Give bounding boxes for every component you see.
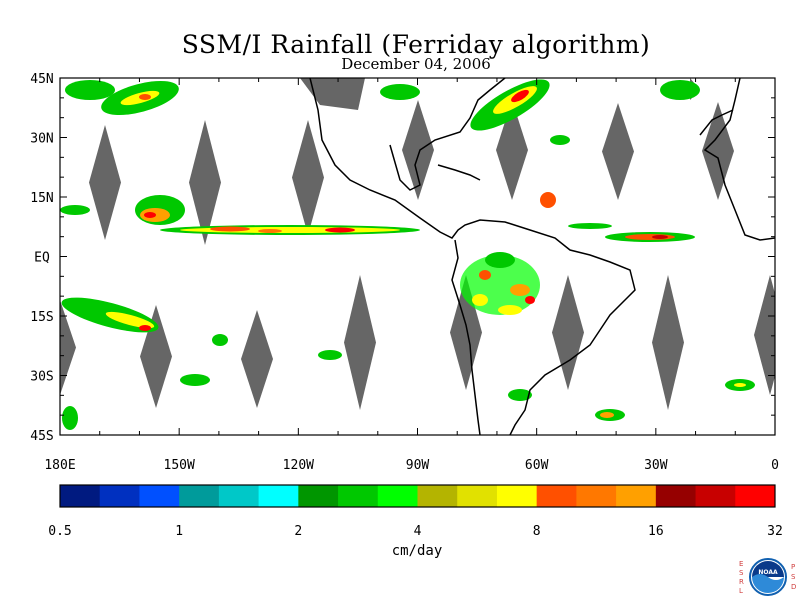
lat-label: 15N <box>30 191 53 206</box>
colorbar-tick-label: 16 <box>648 524 664 539</box>
swath-gap <box>241 310 273 408</box>
logo-letter-e: E <box>739 560 743 568</box>
colorbar-swatch <box>695 485 736 507</box>
lon-label: 90W <box>406 458 430 473</box>
swath-gaps <box>60 78 775 410</box>
colorbar-swatch <box>655 485 697 507</box>
colorbar <box>60 485 776 507</box>
lon-label: 0 <box>771 458 779 473</box>
swath-gap <box>292 120 324 235</box>
colorbar-swatch <box>417 485 458 507</box>
swath-gap <box>496 100 528 200</box>
colorbar-tick-label: 0.5 <box>48 524 71 539</box>
lon-label: 60W <box>525 458 549 473</box>
swath-gap <box>189 120 221 245</box>
logo-letter-r: R <box>739 578 744 586</box>
colorbar-swatch <box>616 485 657 507</box>
colorbar-swatch <box>496 485 538 507</box>
swath-gap <box>402 100 434 200</box>
colorbar-swatch <box>338 485 379 507</box>
colorbar-swatch <box>576 485 617 507</box>
lon-label: 150W <box>164 458 195 473</box>
colorbar-swatch <box>457 485 498 507</box>
colorbar-tick-label: 8 <box>533 524 541 539</box>
noaa-logo-icon: E S R L NOAA P S D <box>739 558 796 596</box>
lat-label: 45S <box>30 429 53 444</box>
colorbar-tick-label: 2 <box>294 524 302 539</box>
colorbar-unit: cm/day <box>392 543 443 559</box>
swath-gap <box>602 103 634 200</box>
lat-label: 30N <box>30 132 53 147</box>
noaa-esrl-psd-logo: E S R L NOAA P S D <box>735 557 799 599</box>
colorbar-tick-label: 1 <box>175 524 183 539</box>
logo-letter-p: P <box>791 563 795 571</box>
colorbar-swatch <box>536 485 577 507</box>
map-date: December 04, 2006 <box>341 55 491 73</box>
logo-letter-s: S <box>739 569 744 577</box>
colorbar-swatch <box>298 485 339 507</box>
colorbar-swatch <box>735 485 776 507</box>
swath-gap <box>89 125 121 240</box>
map-title: SSM/I Rainfall (Ferriday algorithm) <box>181 30 651 59</box>
colorbar-swatch <box>179 485 220 507</box>
swath-gap <box>60 300 76 395</box>
lat-label: 45N <box>30 72 53 87</box>
logo-badge-text: NOAA <box>758 569 778 576</box>
colorbar-frame <box>59 484 776 508</box>
swath-gap <box>652 275 684 410</box>
colorbar-swatch <box>60 485 101 507</box>
lon-label: 30W <box>644 458 668 473</box>
colorbar-swatch <box>139 485 180 507</box>
coastlines <box>309 78 775 435</box>
logo-letter-d: D <box>791 583 796 591</box>
lat-label: 15S <box>30 310 53 325</box>
colorbar-tick-label: 32 <box>767 524 783 539</box>
colorbar-swatch <box>377 485 418 507</box>
lon-label: 120W <box>283 458 314 473</box>
swath-gap <box>344 275 376 410</box>
colorbar-swatch <box>218 485 260 507</box>
colorbar-tick-label: 4 <box>414 524 422 539</box>
swath-gap <box>300 78 365 110</box>
logo-letter-l: L <box>739 587 743 595</box>
colorbar-swatch <box>258 485 299 507</box>
logo-letter-s2: S <box>791 573 796 581</box>
lon-label: 180E <box>44 458 75 473</box>
swath-gap <box>552 275 584 390</box>
lat-label: EQ <box>34 251 50 266</box>
rain-bands <box>60 79 755 430</box>
lat-label: 30S <box>30 370 53 385</box>
colorbar-swatch <box>99 485 140 507</box>
swath-gap <box>754 275 775 395</box>
